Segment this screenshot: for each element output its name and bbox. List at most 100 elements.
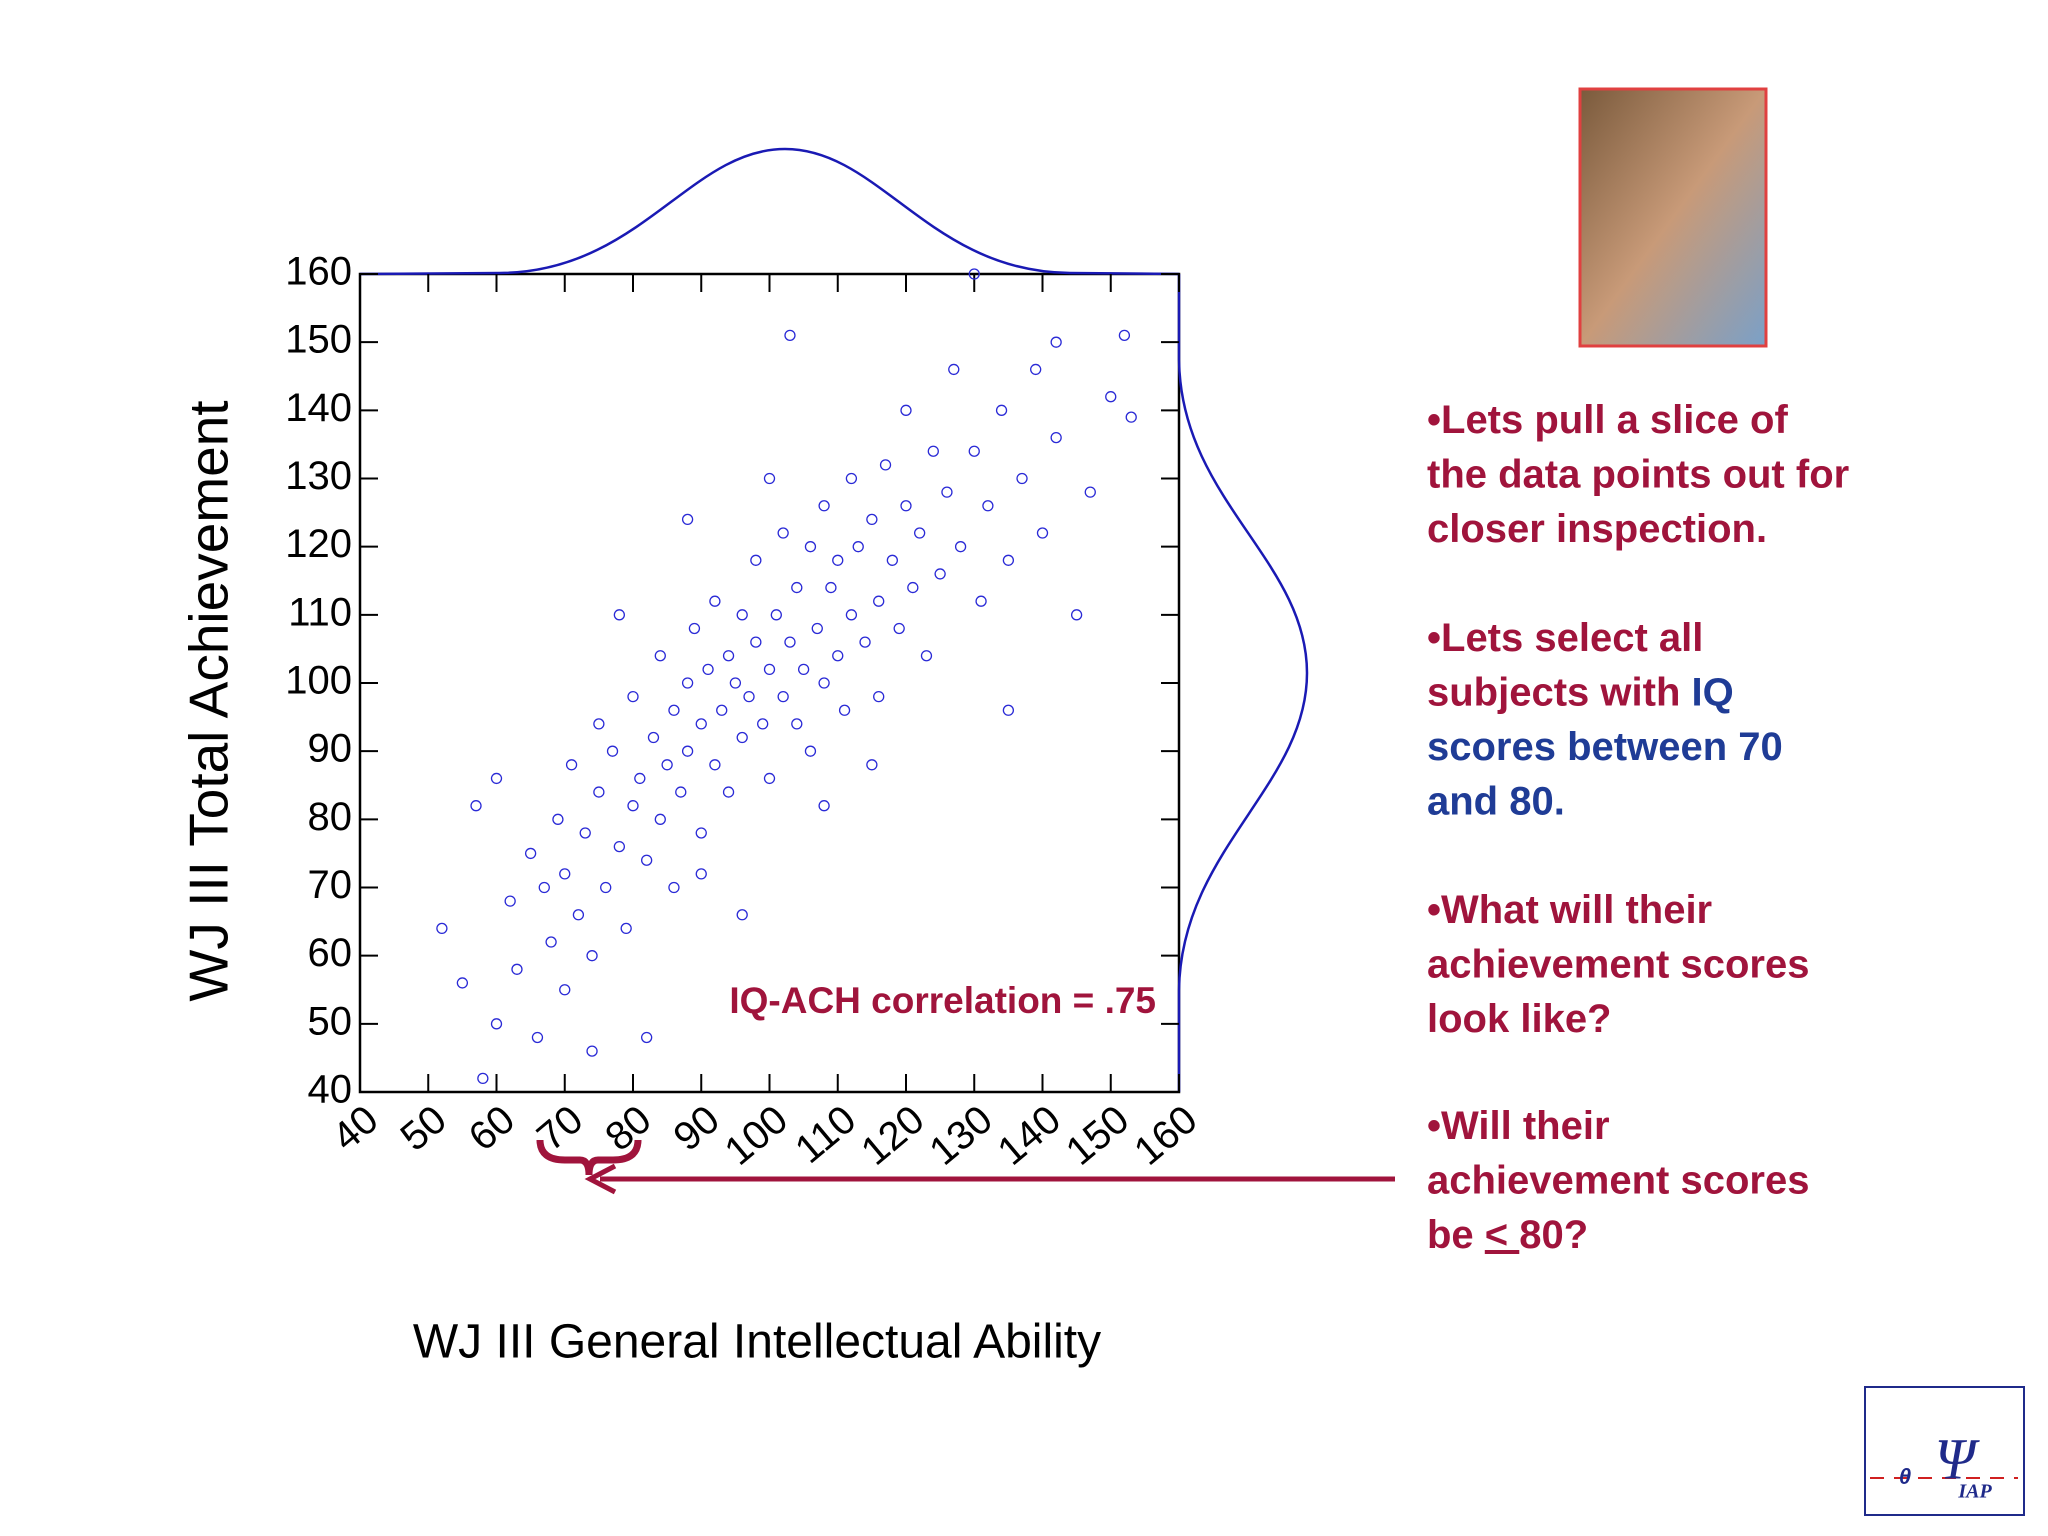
point	[647, 731, 660, 744]
point	[982, 500, 994, 512]
point	[729, 677, 742, 689]
point	[456, 977, 469, 989]
y-tick-label: 70	[308, 863, 353, 907]
bullet-text: the data points out for	[1427, 452, 1849, 496]
point	[477, 1072, 489, 1085]
point	[927, 445, 939, 457]
point	[722, 650, 735, 662]
point	[1050, 431, 1062, 444]
point	[750, 636, 762, 648]
point	[763, 472, 776, 485]
point	[791, 581, 803, 594]
point	[613, 609, 625, 621]
x-tick-label: 50	[392, 1097, 454, 1159]
bullet-line: closer inspection.	[1427, 507, 1767, 551]
point	[675, 786, 687, 798]
y-tick-label: 60	[308, 931, 353, 975]
point	[948, 363, 960, 376]
point	[668, 704, 680, 716]
point	[545, 936, 557, 948]
point	[695, 868, 707, 880]
x-tick-label: 160	[1126, 1097, 1205, 1174]
y-tick-label: 40	[308, 1068, 353, 1112]
x-tick-label: 110	[787, 1097, 864, 1172]
y-tick-label: 160	[285, 250, 352, 294]
bullet-text: subjects with	[1427, 670, 1692, 714]
x-tick-label: 100	[717, 1097, 796, 1174]
point	[838, 704, 851, 716]
x-tick-label: 140	[990, 1097, 1069, 1174]
point	[873, 595, 885, 607]
point	[757, 718, 769, 730]
annotation: IQ-ACH correlation = .75	[729, 980, 1156, 1021]
y-tick-label: 120	[285, 522, 352, 566]
point	[763, 772, 776, 785]
point	[804, 541, 817, 553]
x-tick-label: 60	[461, 1097, 523, 1159]
bullet-text: achievement scores	[1427, 942, 1809, 986]
point	[695, 827, 707, 839]
x-tick-label: 90	[665, 1097, 727, 1159]
point	[538, 881, 550, 894]
y-tick-label: 140	[285, 386, 352, 430]
point	[1016, 472, 1028, 485]
point	[586, 1045, 598, 1057]
x-tick-label: 150	[1058, 1097, 1137, 1174]
point	[716, 704, 728, 716]
point	[470, 800, 482, 812]
point	[777, 690, 789, 703]
y-tick-label: 130	[285, 454, 352, 498]
logo-name: IAP	[1957, 1481, 1992, 1503]
point	[654, 813, 666, 825]
point	[641, 854, 653, 866]
point	[975, 595, 987, 607]
point	[586, 950, 598, 962]
point	[709, 759, 721, 771]
point	[968, 268, 980, 280]
bullet-text: IQ	[1692, 670, 1734, 714]
point	[1084, 486, 1096, 498]
bullet-text: •Will their	[1427, 1104, 1610, 1148]
y-tick-label: 110	[288, 590, 352, 634]
bullet-line: •Lets pull a slice of	[1427, 398, 1788, 442]
point	[832, 650, 844, 662]
point	[784, 636, 796, 648]
point	[743, 690, 755, 703]
point	[1125, 411, 1137, 423]
logo-psi: Ψ	[1935, 1426, 1981, 1491]
bullet-text: be	[1427, 1213, 1485, 1257]
bullet-line: subjects with IQ	[1427, 670, 1734, 714]
point	[763, 663, 776, 676]
bullet-line: the data points out for	[1427, 452, 1849, 496]
bullet-line: achievement scores	[1427, 1158, 1809, 1202]
point	[559, 984, 571, 996]
x-tick-label: 80	[597, 1097, 659, 1159]
x-tick-label: 120	[853, 1097, 932, 1174]
point	[688, 622, 701, 635]
point	[968, 445, 980, 457]
point	[709, 595, 721, 607]
point	[559, 868, 571, 880]
point	[811, 622, 823, 635]
point	[606, 745, 619, 757]
bullet-text: scores between 70	[1427, 725, 1783, 769]
bullet-line: look like?	[1427, 997, 1612, 1041]
point	[873, 690, 885, 703]
point	[1118, 329, 1131, 342]
point	[1050, 336, 1062, 348]
bullet-line: achievement scores	[1427, 942, 1809, 986]
point	[886, 554, 898, 566]
point	[736, 909, 748, 921]
bullet-line: •Lets select all	[1427, 616, 1703, 660]
point	[600, 881, 612, 894]
point	[797, 663, 810, 676]
bullet-text: look like?	[1427, 997, 1612, 1041]
x-density-curve	[359, 147, 1180, 276]
point	[579, 827, 591, 839]
point	[770, 609, 782, 621]
point	[784, 329, 796, 342]
point	[641, 1031, 653, 1044]
point	[490, 1018, 503, 1030]
point	[893, 622, 905, 635]
point	[695, 718, 707, 730]
